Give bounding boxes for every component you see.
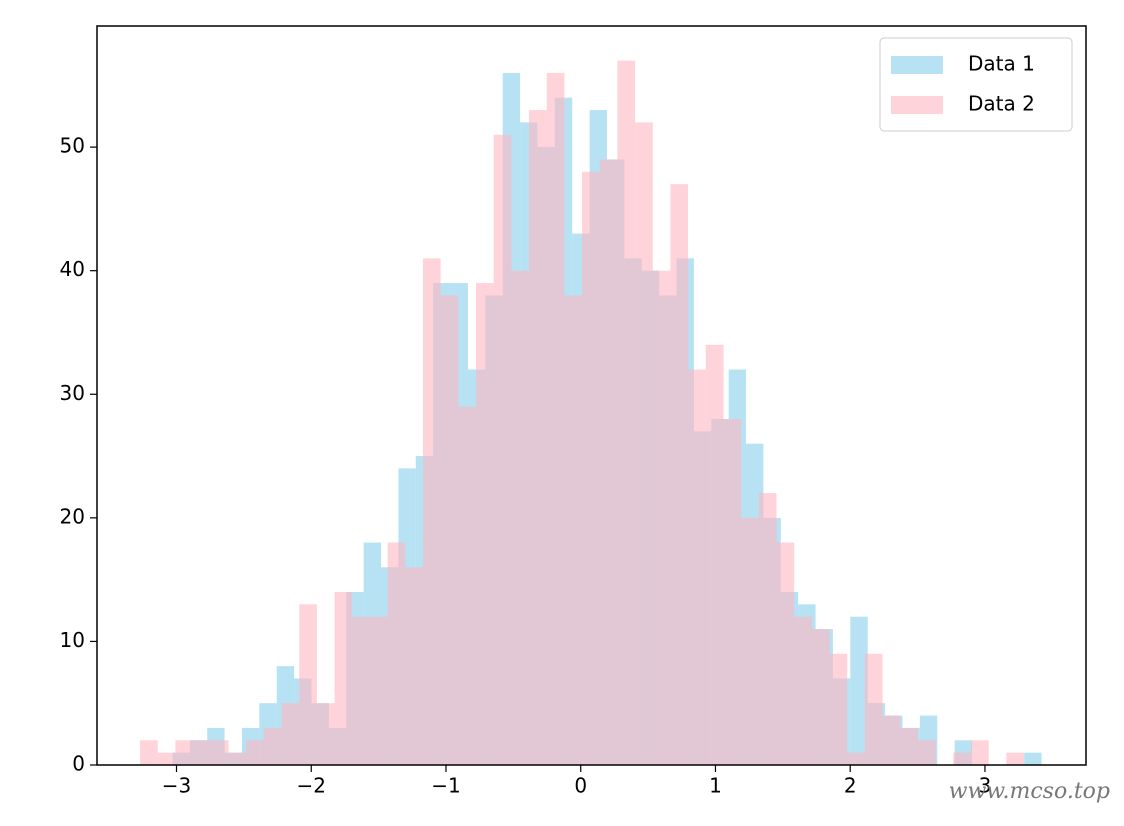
x-tick-label: −2 [296,774,325,798]
bar [334,591,353,765]
bar [387,542,406,765]
x-tick-label: 2 [844,774,857,798]
bar [316,703,335,765]
y-tick-label: 40 [60,257,85,281]
bar [811,629,830,765]
bar [422,258,441,765]
bar [850,616,868,765]
legend-label: Data 2 [968,92,1035,116]
legend-label: Data 1 [968,52,1035,76]
bar [546,72,565,766]
bar [140,740,158,765]
bar [352,616,370,765]
bar [917,740,936,765]
bar [864,653,883,765]
bar [193,740,211,765]
x-tick-label: −3 [162,774,191,798]
bar [776,542,795,765]
bar [758,493,777,765]
bar [953,752,971,765]
plot-frame [96,25,1087,766]
bar [175,740,194,765]
x-tick-label: 0 [574,774,587,798]
bar [794,616,812,765]
bar [263,727,282,765]
y-tick-label: 20 [60,504,85,528]
bar [670,184,689,765]
bar [599,159,618,765]
bar [246,740,264,765]
bar [369,616,388,765]
bar [299,604,317,765]
x-tick-label: 3 [979,774,992,798]
bar [1006,752,1025,765]
bar [723,418,742,765]
y-tick-label: 50 [60,134,85,158]
bar [564,295,583,765]
x-tick-label: 1 [709,774,722,798]
y-tick-label: 10 [60,628,85,652]
bar [157,752,176,765]
bar [528,110,547,765]
bar [741,517,759,765]
bar [476,283,494,765]
bar [228,752,247,765]
watermark: www.mcso.top [949,779,1110,804]
bar [440,295,459,765]
bar [652,270,671,765]
bar [1024,752,1042,765]
bar [635,122,653,766]
y-tick-label: 0 [72,752,85,776]
x-tick-label: −1 [431,774,460,798]
bar [847,752,865,765]
bar [617,60,636,766]
bar [281,703,300,765]
bar [458,406,477,765]
bar [882,715,901,765]
bar [511,270,529,765]
bar [582,171,600,765]
bar [210,740,229,765]
bar [493,134,512,766]
legend-swatch [891,56,943,74]
bar [405,567,423,765]
bar [970,740,989,765]
bar [829,653,848,765]
legend-swatch [891,96,943,114]
y-tick-label: 30 [60,381,85,405]
bar [705,344,724,765]
bar [688,369,706,765]
bar [900,727,918,765]
